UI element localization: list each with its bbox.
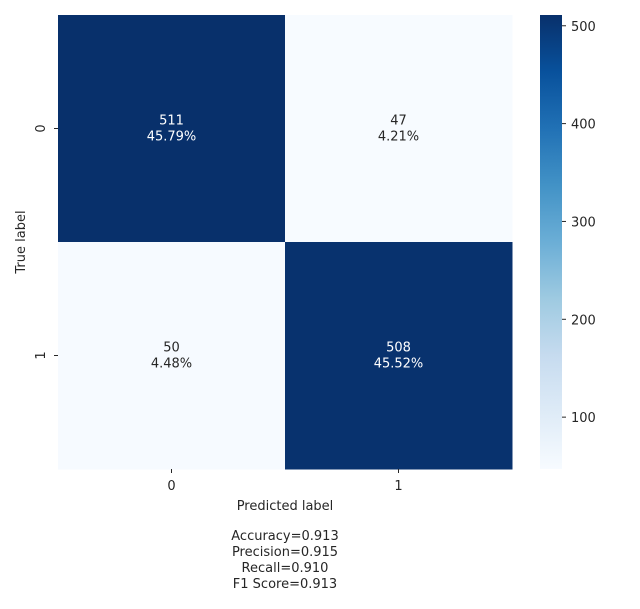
heatmap-cells [58, 15, 513, 470]
colorbar-tick-label: 300 [571, 215, 596, 230]
x-axis-label: Predicted label [237, 499, 334, 514]
cell-count-0-0: 511 [159, 114, 184, 129]
heatmap-cell-1-1 [285, 242, 513, 470]
cell-percent-0-0: 45.79% [147, 130, 197, 145]
recall-text: Recall=0.910 [241, 561, 329, 576]
colorbar-tick-label: 500 [571, 20, 596, 35]
accuracy-text: Accuracy=0.913 [231, 529, 339, 544]
heatmap-cell-0-1 [285, 15, 513, 243]
colorbar [540, 15, 562, 469]
x-tick-label: 1 [394, 479, 402, 494]
cell-count-1-1: 508 [386, 341, 411, 356]
colorbar-tick-label: 100 [571, 411, 596, 426]
precision-text: Precision=0.915 [231, 545, 339, 560]
y-axis-ticks: 01 [34, 124, 58, 360]
colorbar-tick-label: 200 [571, 313, 596, 328]
cell-percent-0-1: 4.21% [378, 130, 419, 145]
colorbar-tick-label: 400 [571, 118, 596, 133]
heatmap-cell-0-0 [58, 15, 286, 243]
heatmap-cell-1-0 [58, 242, 286, 470]
cell-percent-1-0: 4.48% [151, 357, 192, 372]
cell-count-0-1: 47 [390, 114, 407, 129]
metrics-summary: Accuracy=0.913 Precision=0.915 Recall=0.… [185, 529, 385, 593]
colorbar-gradient [540, 15, 562, 469]
y-tick-label: 0 [34, 124, 49, 132]
cell-percent-1-1: 45.52% [374, 357, 424, 372]
y-tick-label: 1 [34, 351, 49, 359]
f1-score-text: F1 Score=0.913 [232, 577, 338, 592]
cell-count-1-0: 50 [163, 341, 180, 356]
y-axis-label: True label [14, 210, 29, 274]
colorbar-ticks: 100 200 300 400 500 [562, 20, 596, 426]
x-tick-label: 0 [167, 479, 175, 494]
